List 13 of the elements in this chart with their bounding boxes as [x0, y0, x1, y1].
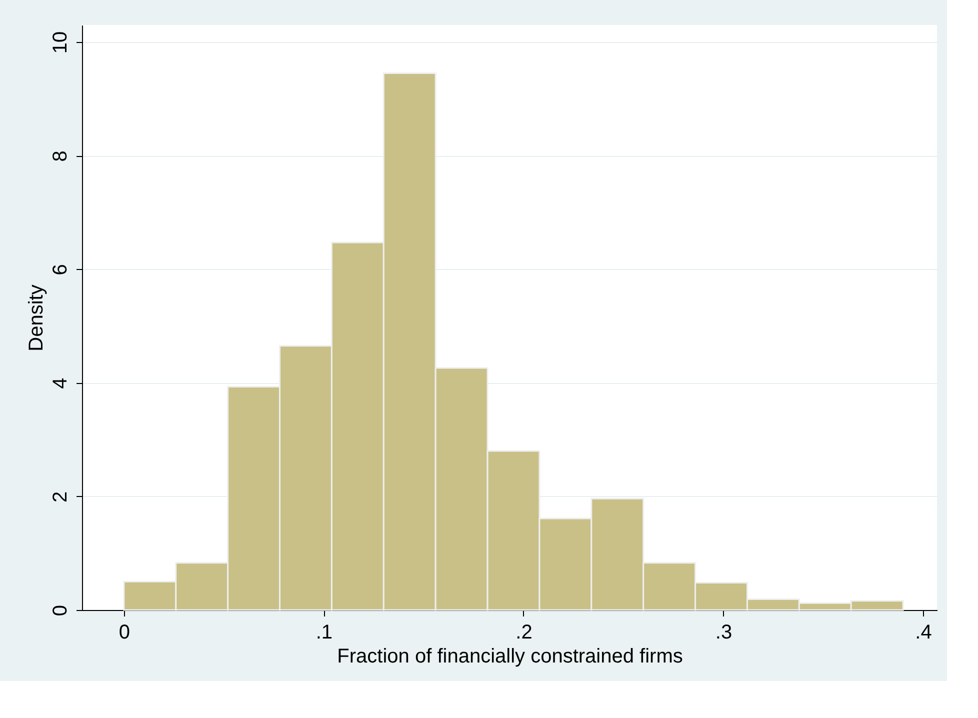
y-tick-label: 8	[50, 150, 72, 162]
x-tick-label: 0	[118, 622, 130, 644]
y-tick-label: 4	[50, 378, 72, 389]
x-tick-label: .2	[516, 622, 532, 644]
y-tick-label: 6	[50, 264, 72, 276]
x-axis-title: Fraction of financially constrained firms	[337, 646, 683, 668]
y-tick-label: 10	[50, 31, 72, 54]
y-tick-label: 0	[50, 604, 72, 616]
y-tick-label: 2	[50, 491, 72, 502]
x-tick-label: .3	[715, 622, 732, 644]
x-tick-label: .1	[316, 622, 333, 644]
y-axis-title: Density	[26, 284, 48, 352]
x-tick-label: .4	[915, 622, 932, 644]
